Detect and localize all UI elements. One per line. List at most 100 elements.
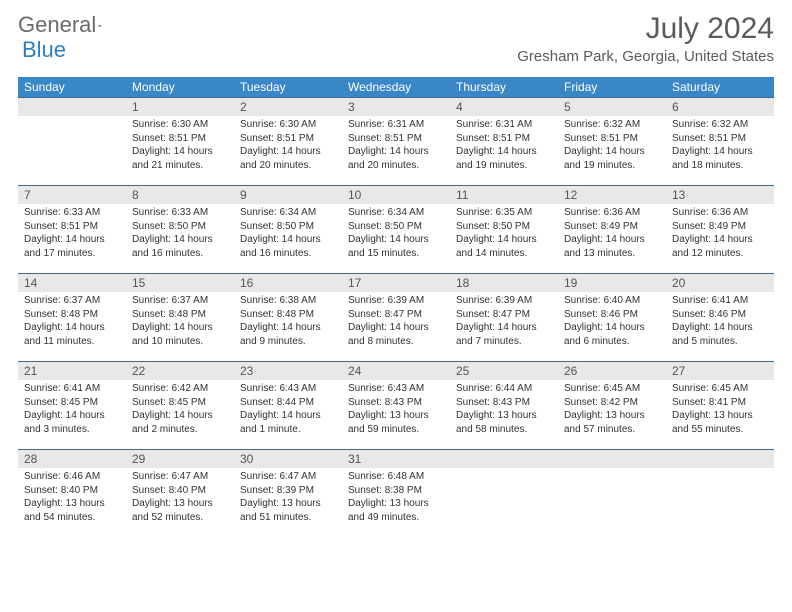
calendar-cell: 25Sunrise: 6:44 AMSunset: 8:43 PMDayligh… (450, 362, 558, 450)
sunset-text: Sunset: 8:43 PM (456, 396, 552, 410)
daylight-text-2: and 18 minutes. (672, 159, 768, 173)
sunrise-text: Sunrise: 6:32 AM (672, 118, 768, 132)
daylight-text-2: and 16 minutes. (240, 247, 336, 261)
weekday-header: Friday (558, 77, 666, 98)
day-body: Sunrise: 6:32 AMSunset: 8:51 PMDaylight:… (558, 116, 666, 176)
day-body: Sunrise: 6:47 AMSunset: 8:39 PMDaylight:… (234, 468, 342, 528)
day-body: Sunrise: 6:31 AMSunset: 8:51 PMDaylight:… (450, 116, 558, 176)
daylight-text-1: Daylight: 13 hours (24, 497, 120, 511)
day-number: 10 (342, 186, 450, 204)
daylight-text-2: and 19 minutes. (456, 159, 552, 173)
day-number: 13 (666, 186, 774, 204)
title-block: July 2024 Gresham Park, Georgia, United … (517, 12, 774, 65)
calendar-cell: 18Sunrise: 6:39 AMSunset: 8:47 PMDayligh… (450, 274, 558, 362)
sunset-text: Sunset: 8:39 PM (240, 484, 336, 498)
sunset-text: Sunset: 8:51 PM (132, 132, 228, 146)
day-number: 15 (126, 274, 234, 292)
sunset-text: Sunset: 8:40 PM (24, 484, 120, 498)
sunset-text: Sunset: 8:47 PM (456, 308, 552, 322)
day-number: 9 (234, 186, 342, 204)
daylight-text-1: Daylight: 14 hours (132, 409, 228, 423)
daylight-text-1: Daylight: 14 hours (348, 145, 444, 159)
sunset-text: Sunset: 8:48 PM (24, 308, 120, 322)
daylight-text-1: Daylight: 14 hours (240, 321, 336, 335)
calendar-cell: 3Sunrise: 6:31 AMSunset: 8:51 PMDaylight… (342, 98, 450, 186)
sunrise-text: Sunrise: 6:32 AM (564, 118, 660, 132)
day-number: 20 (666, 274, 774, 292)
sunrise-text: Sunrise: 6:36 AM (564, 206, 660, 220)
sunset-text: Sunset: 8:51 PM (348, 132, 444, 146)
daylight-text-1: Daylight: 13 hours (456, 409, 552, 423)
sunset-text: Sunset: 8:43 PM (348, 396, 444, 410)
sunrise-text: Sunrise: 6:43 AM (348, 382, 444, 396)
calendar-cell-empty (18, 98, 126, 186)
daylight-text-2: and 21 minutes. (132, 159, 228, 173)
sunset-text: Sunset: 8:40 PM (132, 484, 228, 498)
weekday-header: Saturday (666, 77, 774, 98)
calendar-cell: 5Sunrise: 6:32 AMSunset: 8:51 PMDaylight… (558, 98, 666, 186)
daylight-text-2: and 20 minutes. (348, 159, 444, 173)
day-body: Sunrise: 6:39 AMSunset: 8:47 PMDaylight:… (450, 292, 558, 352)
day-number: 2 (234, 98, 342, 116)
calendar-cell: 24Sunrise: 6:43 AMSunset: 8:43 PMDayligh… (342, 362, 450, 450)
daylight-text-1: Daylight: 14 hours (132, 321, 228, 335)
daylight-text-1: Daylight: 14 hours (456, 321, 552, 335)
calendar-cell: 8Sunrise: 6:33 AMSunset: 8:50 PMDaylight… (126, 186, 234, 274)
calendar-head: SundayMondayTuesdayWednesdayThursdayFrid… (18, 77, 774, 98)
day-body: Sunrise: 6:43 AMSunset: 8:43 PMDaylight:… (342, 380, 450, 440)
daylight-text-1: Daylight: 14 hours (348, 321, 444, 335)
daylight-text-2: and 6 minutes. (564, 335, 660, 349)
day-number: 11 (450, 186, 558, 204)
daylight-text-2: and 14 minutes. (456, 247, 552, 261)
day-body: Sunrise: 6:37 AMSunset: 8:48 PMDaylight:… (18, 292, 126, 352)
calendar-table: SundayMondayTuesdayWednesdayThursdayFrid… (18, 77, 774, 538)
daylight-text-2: and 8 minutes. (348, 335, 444, 349)
day-number: 18 (450, 274, 558, 292)
daylight-text-1: Daylight: 13 hours (672, 409, 768, 423)
daylight-text-2: and 7 minutes. (456, 335, 552, 349)
brand-text-1: General (18, 12, 96, 38)
daylight-text-2: and 3 minutes. (24, 423, 120, 437)
daylight-text-1: Daylight: 14 hours (456, 233, 552, 247)
day-body: Sunrise: 6:45 AMSunset: 8:42 PMDaylight:… (558, 380, 666, 440)
daylight-text-1: Daylight: 13 hours (348, 497, 444, 511)
daylight-text-1: Daylight: 14 hours (672, 145, 768, 159)
calendar-cell: 31Sunrise: 6:48 AMSunset: 8:38 PMDayligh… (342, 450, 450, 538)
calendar-cell: 27Sunrise: 6:45 AMSunset: 8:41 PMDayligh… (666, 362, 774, 450)
day-number: 7 (18, 186, 126, 204)
sunrise-text: Sunrise: 6:35 AM (456, 206, 552, 220)
calendar-cell: 19Sunrise: 6:40 AMSunset: 8:46 PMDayligh… (558, 274, 666, 362)
day-number-empty (18, 98, 126, 116)
page-header: General July 2024 Gresham Park, Georgia,… (0, 0, 792, 69)
sunset-text: Sunset: 8:51 PM (24, 220, 120, 234)
day-number: 4 (450, 98, 558, 116)
day-body: Sunrise: 6:43 AMSunset: 8:44 PMDaylight:… (234, 380, 342, 440)
day-number: 24 (342, 362, 450, 380)
sunset-text: Sunset: 8:51 PM (564, 132, 660, 146)
day-body: Sunrise: 6:36 AMSunset: 8:49 PMDaylight:… (558, 204, 666, 264)
day-number: 30 (234, 450, 342, 468)
daylight-text-2: and 49 minutes. (348, 511, 444, 525)
calendar-body: 1Sunrise: 6:30 AMSunset: 8:51 PMDaylight… (18, 98, 774, 538)
day-body: Sunrise: 6:33 AMSunset: 8:51 PMDaylight:… (18, 204, 126, 264)
sunset-text: Sunset: 8:49 PM (564, 220, 660, 234)
daylight-text-1: Daylight: 14 hours (564, 321, 660, 335)
calendar-week-row: 14Sunrise: 6:37 AMSunset: 8:48 PMDayligh… (18, 274, 774, 362)
calendar-cell: 14Sunrise: 6:37 AMSunset: 8:48 PMDayligh… (18, 274, 126, 362)
day-body: Sunrise: 6:41 AMSunset: 8:45 PMDaylight:… (18, 380, 126, 440)
weekday-header: Thursday (450, 77, 558, 98)
sunset-text: Sunset: 8:50 PM (240, 220, 336, 234)
daylight-text-1: Daylight: 13 hours (348, 409, 444, 423)
sunrise-text: Sunrise: 6:30 AM (240, 118, 336, 132)
calendar-cell: 22Sunrise: 6:42 AMSunset: 8:45 PMDayligh… (126, 362, 234, 450)
daylight-text-2: and 55 minutes. (672, 423, 768, 437)
sunset-text: Sunset: 8:48 PM (240, 308, 336, 322)
weekday-header: Tuesday (234, 77, 342, 98)
daylight-text-1: Daylight: 14 hours (240, 409, 336, 423)
sunrise-text: Sunrise: 6:43 AM (240, 382, 336, 396)
day-body: Sunrise: 6:35 AMSunset: 8:50 PMDaylight:… (450, 204, 558, 264)
sunrise-text: Sunrise: 6:41 AM (672, 294, 768, 308)
day-number: 3 (342, 98, 450, 116)
day-body: Sunrise: 6:47 AMSunset: 8:40 PMDaylight:… (126, 468, 234, 528)
calendar-cell: 16Sunrise: 6:38 AMSunset: 8:48 PMDayligh… (234, 274, 342, 362)
